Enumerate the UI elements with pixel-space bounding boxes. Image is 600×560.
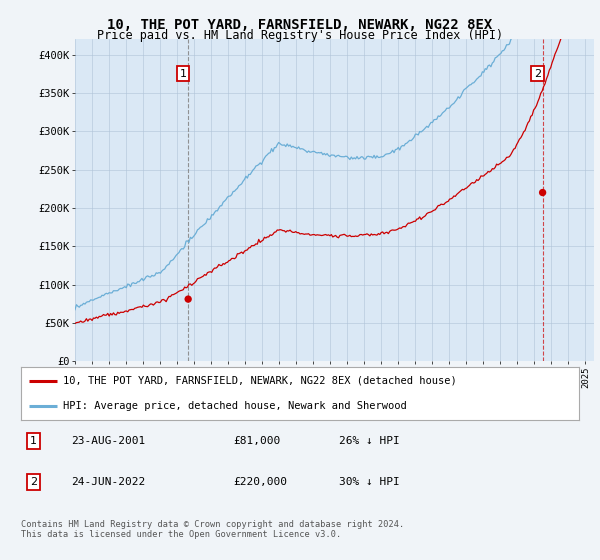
Point <box>184 295 193 304</box>
Text: 23-AUG-2001: 23-AUG-2001 <box>71 436 145 446</box>
Text: 2: 2 <box>534 69 541 79</box>
Text: £81,000: £81,000 <box>233 436 280 446</box>
Text: 10, THE POT YARD, FARNSFIELD, NEWARK, NG22 8EX (detached house): 10, THE POT YARD, FARNSFIELD, NEWARK, NG… <box>63 376 457 386</box>
Text: £220,000: £220,000 <box>233 477 287 487</box>
Text: 1: 1 <box>179 69 187 79</box>
Text: 2: 2 <box>30 477 37 487</box>
Point <box>538 188 547 197</box>
Text: 1: 1 <box>30 436 37 446</box>
Text: Price paid vs. HM Land Registry's House Price Index (HPI): Price paid vs. HM Land Registry's House … <box>97 29 503 42</box>
Text: 26% ↓ HPI: 26% ↓ HPI <box>339 436 400 446</box>
Text: HPI: Average price, detached house, Newark and Sherwood: HPI: Average price, detached house, Newa… <box>63 401 407 411</box>
Text: 24-JUN-2022: 24-JUN-2022 <box>71 477 145 487</box>
Text: Contains HM Land Registry data © Crown copyright and database right 2024.
This d: Contains HM Land Registry data © Crown c… <box>21 520 404 539</box>
Text: 10, THE POT YARD, FARNSFIELD, NEWARK, NG22 8EX: 10, THE POT YARD, FARNSFIELD, NEWARK, NG… <box>107 18 493 32</box>
Text: 30% ↓ HPI: 30% ↓ HPI <box>339 477 400 487</box>
